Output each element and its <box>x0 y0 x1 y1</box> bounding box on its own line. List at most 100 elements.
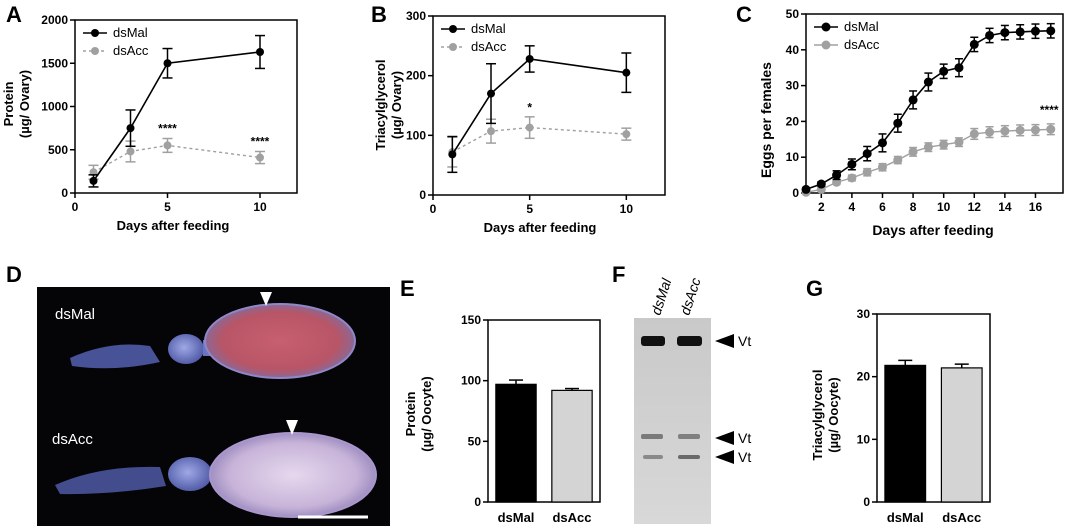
data-point-dsmal <box>1046 26 1056 36</box>
data-point-dsacc <box>954 137 964 147</box>
arrowhead-marker-dsacc <box>286 420 298 435</box>
data-point-dsacc <box>525 123 534 132</box>
data-point-dsmal <box>487 89 495 98</box>
y-tick-label: 40 <box>786 43 800 57</box>
data-point-dsmal <box>923 77 933 87</box>
data-point-dsmal <box>877 138 887 148</box>
band-vt-mid-dsacc <box>678 434 700 439</box>
x-tick-label: 10 <box>937 200 951 214</box>
legend-swatch-marker <box>821 22 831 32</box>
photo-label-dsacc: dsAcc <box>52 431 93 448</box>
western-blot: dsMal dsAcc Vt Vt Vt <box>634 276 751 524</box>
series-line-dsacc <box>452 126 627 153</box>
data-point-dsacc <box>1000 126 1010 136</box>
data-point-dsacc <box>1015 125 1025 135</box>
blot-membrane <box>634 318 711 524</box>
photo-label-dsmal: dsMal <box>55 306 95 323</box>
chart-c-ylabel: Eggs per females <box>758 62 774 178</box>
data-point-dsmal <box>525 54 534 63</box>
data-point-dsacc <box>487 127 495 136</box>
series-line-dsmal <box>451 58 627 155</box>
y-tick-label: 30 <box>857 307 871 321</box>
x-category-label: dsMal <box>887 510 924 525</box>
ovary-photo: dsMal dsAcc <box>37 287 390 526</box>
band-vt-high-dsacc <box>677 336 702 346</box>
data-point-dsacc <box>939 140 949 150</box>
data-point-dsacc <box>877 162 887 172</box>
data-point-dsmal <box>908 95 918 105</box>
x-tick-label: 10 <box>253 200 267 214</box>
y-tick-label: 150 <box>461 313 481 327</box>
y-tick-label: 50 <box>786 7 800 21</box>
y-tick-label: 10 <box>857 432 871 446</box>
data-point-dsmal <box>939 66 949 76</box>
y-tick-label: 1000 <box>41 100 68 114</box>
legend-label: dsAcc <box>471 39 507 54</box>
chart-a-xlabel: Days after feeding <box>117 218 230 233</box>
y-tick-label: 0 <box>419 188 426 202</box>
x-category-label: dsAcc <box>552 510 591 525</box>
significance-marker: **** <box>158 121 177 135</box>
chart-g-tag-oocyte: Triacylglycerol (µg/ Oocyte) 0 10 20 30 dsMa… <box>810 307 991 525</box>
y-tick-label: 0 <box>863 495 870 509</box>
legend-swatch-marker <box>449 43 457 51</box>
panel-label-c: C <box>736 2 752 27</box>
data-point-dsmal <box>89 176 98 185</box>
data-point-dsacc <box>847 173 857 183</box>
chart-e-protein-oocyte: Protein (µg/ Oocyte) 0 50 100 150 dsMal dsAcc <box>403 313 601 525</box>
y-tick-label: 2000 <box>41 13 68 27</box>
legend-label: dsAcc <box>844 37 880 52</box>
y-tick-label: 0 <box>792 186 799 200</box>
legend-label: dsMal <box>471 21 506 36</box>
chart-a-ylabel: Protein <box>1 82 16 127</box>
panel-label-a: A <box>6 2 22 27</box>
data-point-dsmal <box>816 179 826 189</box>
chart-b-ylabel-unit: (µg/ Ovary) <box>389 71 404 139</box>
y-tick-label: 200 <box>406 69 426 83</box>
band-vt-low-dsmal <box>643 455 663 459</box>
data-point-dsmal <box>622 68 631 77</box>
data-point-dsmal <box>985 30 995 40</box>
x-tick-label: 5 <box>526 202 533 216</box>
y-tick-label: 300 <box>406 9 426 23</box>
legend-label: dsMal <box>113 25 148 40</box>
chart-b-xlabel: Days after feeding <box>484 220 597 235</box>
data-point-dsacc <box>969 129 979 139</box>
data-point-dsmal <box>1030 26 1040 36</box>
significance-marker: * <box>527 100 532 114</box>
x-tick-label: 4 <box>849 200 856 214</box>
blot-lane-dsmal: dsMal <box>648 276 675 317</box>
panel-label-f: F <box>612 262 625 287</box>
panel-label-b: B <box>371 2 387 27</box>
series-line-dsmal <box>805 30 1051 191</box>
x-tick-label: 0 <box>72 200 79 214</box>
data-point-dsacc <box>923 142 933 152</box>
data-point-dsacc <box>1030 125 1040 135</box>
ovariole-dsacc <box>55 432 377 518</box>
series-line-dsacc <box>93 144 261 173</box>
data-point-dsacc <box>908 147 918 157</box>
bar-dsmal <box>495 383 537 503</box>
data-point-dsacc <box>862 167 872 177</box>
legend-label: dsMal <box>844 19 879 34</box>
chart-b-tag-ovary: Days after feeding Triacylglycerol (µg/ … <box>373 9 666 235</box>
x-category-label: dsAcc <box>942 510 981 525</box>
legend-label: dsAcc <box>113 43 149 58</box>
ovariole-dsmal <box>70 303 356 379</box>
y-tick-label: 0 <box>61 186 68 200</box>
y-tick-label: 30 <box>786 79 800 93</box>
legend-swatch-marker <box>449 25 457 33</box>
data-point-dsmal <box>862 149 872 159</box>
chart-c-eggs: Days after feeding Eggs per females 0 10 2… <box>758 7 1064 238</box>
data-point-dsacc <box>622 130 631 139</box>
blot-band-label-3: Vt <box>738 449 751 465</box>
chart-g-ylabel-unit: (µg/ Oocyte) <box>826 377 841 452</box>
data-point-dsmal <box>126 124 135 133</box>
data-point-dsacc <box>256 153 264 162</box>
plot-frame <box>487 319 601 503</box>
data-point-dsmal <box>1015 27 1025 37</box>
data-point-dsmal <box>893 118 903 128</box>
x-tick-label: 0 <box>430 202 437 216</box>
y-tick-label: 20 <box>857 370 871 384</box>
